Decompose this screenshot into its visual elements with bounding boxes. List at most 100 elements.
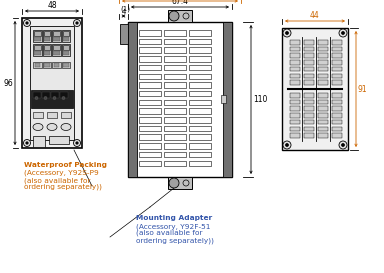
Circle shape [341, 31, 344, 34]
Bar [139, 73, 161, 79]
Bar [164, 100, 186, 105]
Bar [139, 108, 161, 114]
Bar [290, 73, 300, 78]
Text: (Accessory, Y92S-P9: (Accessory, Y92S-P9 [24, 170, 99, 177]
Ellipse shape [61, 123, 71, 130]
Circle shape [283, 141, 291, 149]
Bar [318, 60, 328, 65]
Bar [164, 161, 186, 166]
Bar [318, 67, 328, 71]
Bar [164, 39, 186, 44]
Bar [52, 30, 61, 42]
Bar [332, 73, 342, 78]
Circle shape [35, 96, 38, 99]
Bar [332, 40, 342, 44]
Ellipse shape [47, 123, 57, 130]
Bar [189, 30, 211, 35]
Bar [318, 80, 328, 85]
Circle shape [76, 142, 78, 144]
Bar [43, 45, 50, 50]
Bar [282, 28, 348, 150]
Bar [34, 51, 40, 55]
Bar [332, 113, 342, 118]
Bar [53, 63, 59, 67]
Bar [61, 112, 71, 118]
Bar [332, 67, 342, 71]
Bar [189, 91, 211, 96]
Text: Mounting Adapter: Mounting Adapter [136, 215, 212, 221]
Bar [33, 44, 41, 56]
Bar [164, 108, 186, 114]
Bar [304, 106, 314, 111]
Circle shape [169, 11, 179, 21]
Circle shape [76, 22, 78, 24]
Bar [43, 62, 51, 68]
Circle shape [73, 140, 81, 147]
Bar [318, 54, 328, 58]
Bar [304, 120, 314, 124]
Bar [22, 18, 82, 148]
Bar [304, 80, 314, 85]
Bar [43, 37, 50, 41]
Bar [168, 177, 192, 189]
Bar [61, 44, 70, 56]
Bar [304, 40, 314, 44]
Bar [53, 45, 60, 50]
Bar [139, 91, 161, 96]
Bar [304, 100, 314, 104]
Bar [304, 67, 314, 71]
Text: (also available for: (also available for [24, 177, 91, 183]
Bar [164, 91, 186, 96]
Bar [290, 133, 300, 138]
Bar [49, 136, 69, 144]
Bar [189, 65, 211, 70]
Bar [189, 73, 211, 79]
Bar [43, 31, 50, 36]
Bar [63, 51, 69, 55]
Bar [35, 63, 40, 67]
Bar [139, 48, 161, 53]
Bar [47, 112, 57, 118]
Bar [318, 133, 328, 138]
Bar [43, 51, 50, 55]
Bar [164, 152, 186, 157]
Bar [139, 65, 161, 70]
Bar [164, 73, 186, 79]
Bar [164, 134, 186, 140]
Circle shape [283, 29, 291, 37]
Bar [332, 80, 342, 85]
Bar [318, 106, 328, 111]
Bar [139, 56, 161, 62]
Bar [332, 120, 342, 124]
Bar [63, 45, 69, 50]
Bar [128, 22, 232, 177]
Bar [34, 31, 40, 36]
Bar [290, 60, 300, 65]
Text: ordering separately)): ordering separately)) [24, 184, 102, 191]
Bar [189, 108, 211, 114]
Circle shape [23, 140, 30, 147]
Bar [189, 126, 211, 131]
Circle shape [26, 142, 28, 144]
Bar [139, 134, 161, 140]
Text: ordering separately)): ordering separately)) [136, 237, 214, 244]
Circle shape [183, 180, 189, 186]
Text: 44: 44 [310, 10, 320, 19]
Text: Waterproof Packing: Waterproof Packing [24, 162, 107, 168]
Bar [304, 113, 314, 118]
Bar [290, 40, 300, 44]
Bar [189, 48, 211, 53]
Bar [332, 106, 342, 111]
Bar [51, 92, 58, 98]
Bar [223, 22, 232, 177]
Circle shape [285, 144, 288, 147]
Bar [33, 62, 41, 68]
Bar [189, 117, 211, 123]
Text: 67.4: 67.4 [172, 0, 189, 5]
Bar [139, 30, 161, 35]
Bar [290, 67, 300, 71]
Circle shape [73, 19, 81, 26]
Bar [290, 120, 300, 124]
Bar [189, 152, 211, 157]
Bar [164, 117, 186, 123]
